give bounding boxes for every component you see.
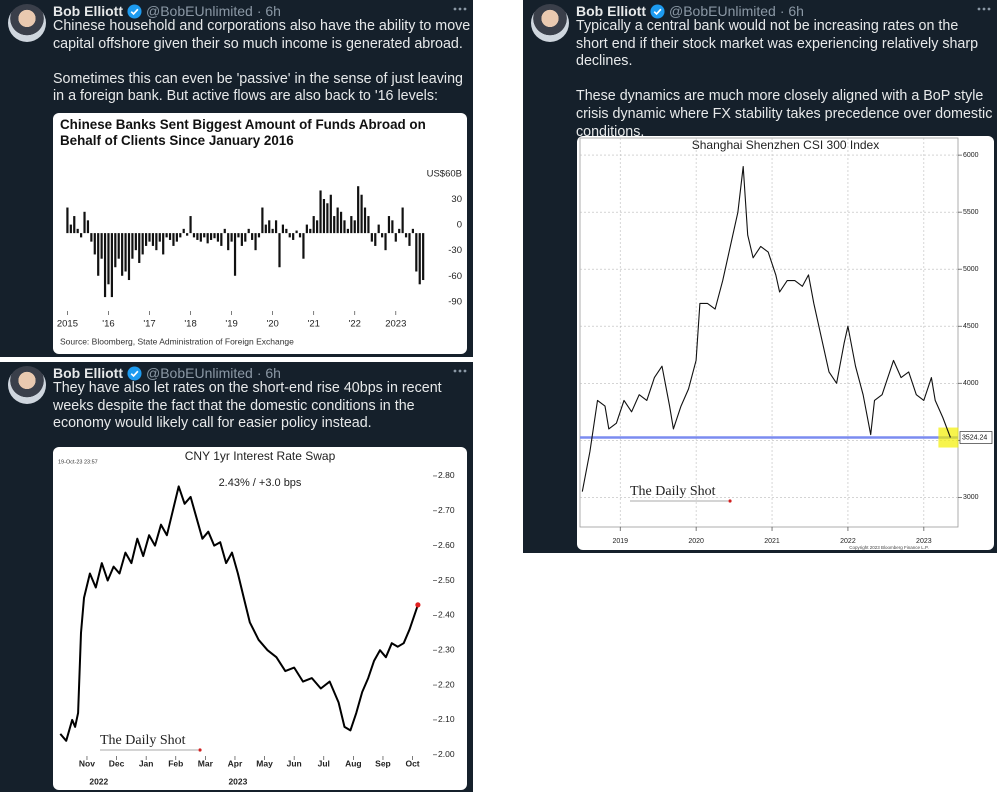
author-name[interactable]: Bob Elliott: [576, 3, 646, 19]
menu-dot: [987, 7, 991, 11]
tweet-text: Typically a central bank would not be in…: [576, 18, 994, 141]
badge-check: [653, 8, 662, 15]
menu-dot: [982, 7, 986, 11]
badge-circle: [127, 3, 142, 19]
paragraph: These dynamics are much more closely ali…: [576, 88, 993, 140]
more-menu[interactable]: [977, 6, 991, 12]
tweet-text: Chinese household and corporations also …: [53, 18, 471, 106]
tweet-header: Bob Elliott @BobEUnlimited · 6h: [576, 3, 804, 19]
tweet: Bob Elliott @BobEUnlimited · 6h They have a…: [0, 362, 473, 792]
verified-badge: [127, 3, 142, 19]
menu-dot: [453, 369, 457, 373]
handle: @BobEUnlimited: [146, 3, 253, 19]
paragraph: Sometimes this can even be 'passive' in …: [53, 70, 463, 105]
tweet-text: They have also let rates on the short-en…: [53, 380, 471, 433]
more-menu[interactable]: [453, 6, 467, 12]
paragraph: Chinese household and corporations also …: [53, 18, 471, 52]
paragraph: They have also let rates on the short-en…: [53, 380, 442, 432]
tweet: Bob Elliott @BobEUnlimited · 6h Typically a…: [523, 0, 997, 553]
tweet: Bob Elliott @BobEUnlimited · 6h Chinese hou…: [0, 0, 473, 357]
badge-circle: [127, 365, 142, 381]
menu-dot: [463, 369, 467, 373]
menu-dot: [453, 7, 457, 11]
author-name[interactable]: Bob Elliott: [53, 365, 123, 381]
menu-dot: [463, 7, 467, 11]
menu-dot: [458, 369, 462, 373]
badge-check: [130, 370, 139, 377]
tweet-header: Bob Elliott @BobEUnlimited · 6h: [53, 365, 281, 381]
author-name[interactable]: Bob Elliott: [53, 3, 123, 19]
menu-dot: [458, 7, 462, 11]
handle: @BobEUnlimited: [669, 3, 776, 19]
avatar[interactable]: [531, 4, 569, 42]
more-menu[interactable]: [453, 368, 467, 374]
avatar[interactable]: [8, 4, 46, 42]
timestamp: · 6h: [779, 3, 804, 19]
tweet-header: Bob Elliott @BobEUnlimited · 6h: [53, 3, 281, 19]
paragraph: Typically a central bank would not be in…: [576, 18, 979, 70]
verified-badge: [127, 365, 142, 381]
badge-circle: [650, 3, 665, 19]
verified-badge: [650, 3, 665, 19]
timestamp: · 6h: [256, 3, 281, 19]
menu-dot: [977, 7, 981, 11]
avatar[interactable]: [8, 366, 46, 404]
timestamp: · 6h: [256, 365, 281, 381]
handle: @BobEUnlimited: [146, 365, 253, 381]
badge-check: [130, 8, 139, 15]
chart-title: Chinese Banks Sent Biggest Amount of Fun…: [60, 117, 426, 148]
